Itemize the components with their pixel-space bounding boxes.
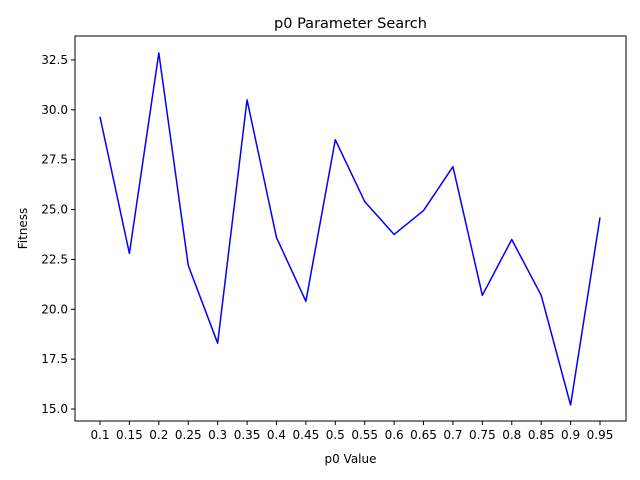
x-tick-label: 0.3 xyxy=(208,428,227,442)
y-tick-label: 25.0 xyxy=(41,203,68,217)
x-axis-label: p0 Value xyxy=(324,452,376,466)
y-tick-label: 27.5 xyxy=(41,153,68,167)
series-line xyxy=(99,52,601,406)
y-axis-label: Fitness xyxy=(16,208,30,250)
x-tick-label: 0.8 xyxy=(502,428,521,442)
y-tick-label: 22.5 xyxy=(41,252,68,266)
x-tick-label: 0.1 xyxy=(90,428,109,442)
y-tick-label: 30.0 xyxy=(41,103,68,117)
x-tick-label: 0.35 xyxy=(234,428,261,442)
x-tick-label: 0.95 xyxy=(587,428,614,442)
y-axis: 15.0 17.5 20.0 22.5 25.0 27.5 30.0 32.5 xyxy=(41,53,75,416)
series-lines xyxy=(99,52,601,406)
chart-title: p0 Parameter Search xyxy=(274,16,427,32)
x-tick-label: 0.9 xyxy=(561,428,580,442)
y-tick-label: 15.0 xyxy=(41,402,68,416)
x-tick-label: 0.5 xyxy=(326,428,345,442)
x-tick-label: 0.25 xyxy=(175,428,202,442)
x-tick-label: 0.15 xyxy=(116,428,143,442)
x-tick-label: 0.4 xyxy=(267,428,286,442)
x-tick-label: 0.55 xyxy=(351,428,378,442)
y-tick-label: 20.0 xyxy=(41,302,68,316)
x-tick-label: 0.45 xyxy=(293,428,320,442)
x-tick-label: 0.85 xyxy=(528,428,555,442)
plot-area-frame xyxy=(74,35,627,422)
x-tick-label: 0.7 xyxy=(443,428,462,442)
x-tick-label: 0.75 xyxy=(469,428,496,442)
x-tick-label: 0.6 xyxy=(385,428,404,442)
x-tick-label: 0.2 xyxy=(149,428,168,442)
x-axis: 0.1 0.15 0.2 0.25 0.3 0.35 0.4 0.45 0.5 0.55 0.6 0.… xyxy=(90,421,613,442)
x-tick-label: 0.65 xyxy=(410,428,437,442)
y-tick-label: 17.5 xyxy=(41,352,68,366)
y-tick-label: 32.5 xyxy=(41,53,68,67)
